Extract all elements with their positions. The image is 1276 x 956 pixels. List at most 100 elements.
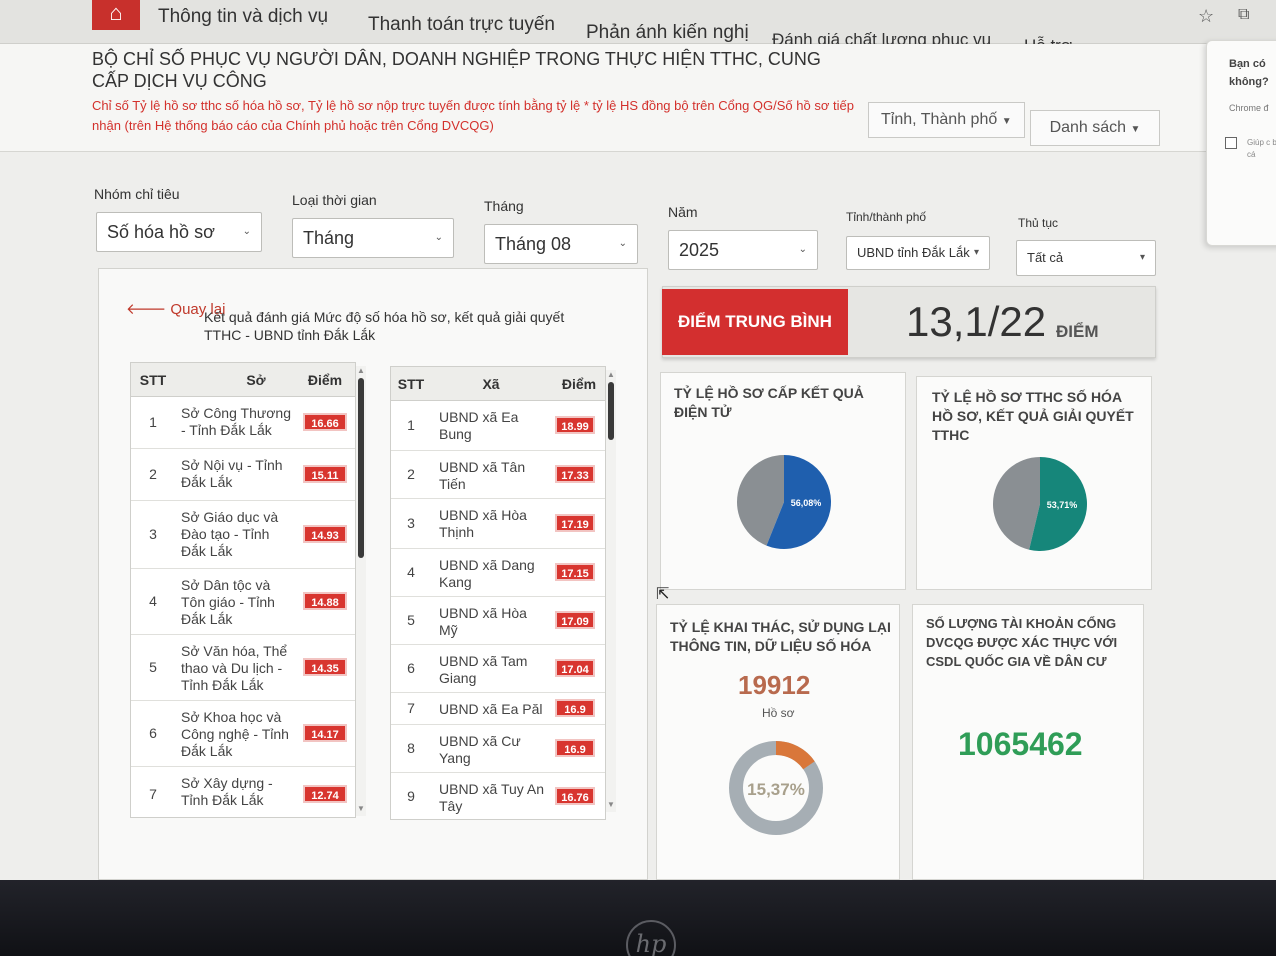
- row-stt: 9: [407, 788, 415, 804]
- row-name: UBND xã Ea Păl: [439, 701, 543, 717]
- table-row[interactable]: 3 UBND xã Hòa Thịnh 17.19: [391, 499, 605, 549]
- mouse-cursor-icon: ⇱: [656, 586, 670, 603]
- caret-down-icon: ▼: [1001, 116, 1012, 127]
- table-row[interactable]: 7 UBND xã Ea Păl 16.9: [391, 693, 605, 725]
- reuse-count: 19912: [738, 670, 811, 700]
- back-link[interactable]: 🡐 Quay lại: [126, 300, 225, 320]
- table-row[interactable]: 4 Sở Dân tộc và Tôn giáo - Tỉnh Đắk Lắk 14…: [131, 569, 355, 635]
- department-table: STT Sở Điểm 1 Sở Công Thương - Tỉnh Đắk L…: [130, 362, 356, 818]
- department-table-scrollbar[interactable]: ▲ ▼: [356, 366, 366, 816]
- scroll-up-icon[interactable]: ▲: [357, 366, 365, 375]
- commune-table-scrollbar[interactable]: ▲ ▼: [606, 370, 616, 812]
- score-badge: 17.33: [555, 465, 595, 483]
- card-electronic-title: TỶ LỆ HỒ SƠ CẤP KẾT QUẢ ĐIỆN TỬ: [674, 385, 864, 420]
- donut-value: [729, 741, 823, 835]
- row-name: Sở Dân tộc và Tôn giáo - Tỉnh Đắk Lắk: [181, 577, 275, 627]
- col-header-stt: STT: [131, 363, 175, 397]
- year-select[interactable]: 2025 ⌄: [668, 230, 818, 270]
- time-type-select[interactable]: Tháng ⌄: [292, 218, 454, 258]
- nav-online-payment[interactable]: Thanh toán trực tuyến: [368, 14, 555, 35]
- hp-logo: hp: [626, 920, 676, 956]
- row-name: UBND xã Hòa Mỹ: [439, 605, 527, 638]
- row-stt: 6: [149, 725, 157, 741]
- row-stt: 8: [407, 740, 415, 756]
- month-select[interactable]: Tháng 08 ⌄: [484, 224, 638, 264]
- row-name: UBND xã Tuy An Tây: [439, 781, 545, 814]
- row-name: UBND xã Tân Tiến: [439, 459, 526, 492]
- chevron-down-icon: ▾: [1139, 252, 1145, 263]
- donut-label: 15,37%: [747, 780, 805, 799]
- score-badge: 17.15: [555, 563, 595, 581]
- browser-popup: Bạn có không? Chrome đ Giúp c báo cá: [1206, 40, 1276, 246]
- card-accounts: [912, 604, 1144, 880]
- commune-table: STT Xã Điểm 1 UBND xã Ea Bung 18.99 2 UBND x…: [390, 366, 606, 820]
- row-name: UBND xã Tam Giang: [439, 653, 528, 686]
- table-row[interactable]: 9 UBND xã Tuy An Tây 16.76: [391, 773, 605, 819]
- score-badge: 17.19: [555, 514, 595, 532]
- row-stt: 4: [149, 593, 157, 609]
- list-dropdown-button[interactable]: Danh sách ▼: [1030, 110, 1160, 146]
- month-select-value: Tháng 08: [495, 234, 572, 254]
- row-stt: 5: [407, 612, 415, 628]
- table-row[interactable]: 5 Sở Văn hóa, Thể thao và Du lịch - Tỉnh …: [131, 635, 355, 701]
- year-label: Năm: [668, 204, 698, 220]
- card-reuse-title: TỶ LỆ KHAI THÁC, SỬ DỤNG LẠI THÔNG TIN, …: [670, 619, 891, 654]
- row-stt: 1: [149, 414, 157, 430]
- col-header-score: Điểm: [293, 363, 355, 397]
- table-row[interactable]: 6 UBND xã Tam Giang 17.04: [391, 645, 605, 693]
- time-type-label: Loại thời gian: [292, 192, 377, 208]
- province-dropdown-button[interactable]: Tỉnh, Thành phố ▼: [868, 102, 1025, 138]
- scroll-down-icon[interactable]: ▼: [357, 804, 365, 813]
- extension-icon[interactable]: ⧉: [1238, 6, 1250, 23]
- chevron-down-icon: ⌄: [434, 232, 443, 243]
- electronic-results-pie-chart: 56,08%: [737, 455, 831, 549]
- col-header-score: Điểm: [551, 367, 605, 401]
- average-score-value: 13,1/22: [906, 298, 1047, 345]
- table-row[interactable]: 7 Sở Xây dựng - Tỉnh Đắk Lắk 12.74: [131, 767, 355, 817]
- group-label: Nhóm chỉ tiêu: [94, 186, 180, 202]
- table-row[interactable]: 1 Sở Công Thương - Tỉnh Đắk Lắk 16.66: [131, 397, 355, 449]
- popup-checkbox[interactable]: [1225, 137, 1237, 149]
- screen: ⌂ Thông tin và dịch vụ Thanh toán trực t…: [0, 0, 1276, 880]
- procedure-select[interactable]: Tất cả ▾: [1016, 240, 1156, 276]
- nav-info-services[interactable]: Thông tin và dịch vụ: [158, 6, 329, 27]
- row-name: Sở Xây dựng - Tỉnh Đắk Lắk: [181, 775, 273, 808]
- scroll-up-icon[interactable]: ▲: [607, 370, 615, 379]
- row-stt: 1: [407, 417, 415, 433]
- table-row[interactable]: 2 Sở Nội vụ - Tỉnh Đắk Lắk 15.11: [131, 449, 355, 501]
- scroll-down-icon[interactable]: ▼: [607, 800, 615, 809]
- pie-label: 53,71%: [1047, 500, 1078, 510]
- table-row[interactable]: 5 UBND xã Hòa Mỹ 17.09: [391, 597, 605, 645]
- group-select[interactable]: Số hóa hồ sơ ⌄: [96, 212, 262, 252]
- popup-chrome-text: Chrome đ: [1229, 103, 1269, 113]
- row-stt: 5: [149, 659, 157, 675]
- table-row[interactable]: 4 UBND xã Dang Kang 17.15: [391, 549, 605, 597]
- row-name: Sở Nội vụ - Tỉnh Đắk Lắk: [181, 457, 283, 490]
- home-icon[interactable]: ⌂: [92, 0, 140, 30]
- row-name: UBND xã Ea Bung: [439, 409, 519, 442]
- card-digitized-title: TỶ LỆ HỒ SƠ TTHC SỐ HÓA HỒ SƠ, KẾT QUẢ G…: [932, 389, 1134, 443]
- pie-slice-rest: [992, 457, 1040, 550]
- score-badge: 14.35: [303, 658, 347, 676]
- table-row[interactable]: 6 Sở Khoa học và Công nghệ - Tỉnh Đắk Lắk…: [131, 701, 355, 767]
- scrollbar-thumb[interactable]: [608, 382, 614, 440]
- reuse-count-unit: Hồ sơ: [762, 706, 795, 720]
- average-score-unit: ĐIỂM: [1056, 322, 1099, 341]
- row-name: UBND xã Dang Kang: [439, 557, 535, 590]
- caret-down-icon: ▼: [1130, 124, 1141, 135]
- score-badge: 12.74: [303, 785, 347, 803]
- province-filter-select[interactable]: UBND tỉnh Đắk Lắk ▾: [846, 236, 990, 270]
- table-row[interactable]: 1 UBND xã Ea Bung 18.99: [391, 401, 605, 451]
- province-button-label: Tỉnh, Thành phố: [881, 111, 998, 128]
- nav-feedback[interactable]: Phản ánh kiến nghị: [586, 22, 749, 43]
- average-score-label: ĐIỂM TRUNG BÌNH: [662, 289, 848, 355]
- col-header-commune: Xã: [431, 367, 551, 401]
- row-stt: 3: [407, 515, 415, 531]
- table-row[interactable]: 2 UBND xã Tân Tiến 17.33: [391, 451, 605, 499]
- table-row[interactable]: 3 Sở Giáo dục và Đào tạo - Tỉnh Đắk Lắk 14…: [131, 501, 355, 569]
- scrollbar-thumb[interactable]: [358, 378, 364, 558]
- bookmark-star-icon[interactable]: ☆: [1198, 6, 1215, 26]
- table-row[interactable]: 8 UBND xã Cư Yang 16.9: [391, 725, 605, 773]
- year-select-value: 2025: [679, 240, 720, 260]
- arrow-left-icon: 🡐: [126, 301, 167, 318]
